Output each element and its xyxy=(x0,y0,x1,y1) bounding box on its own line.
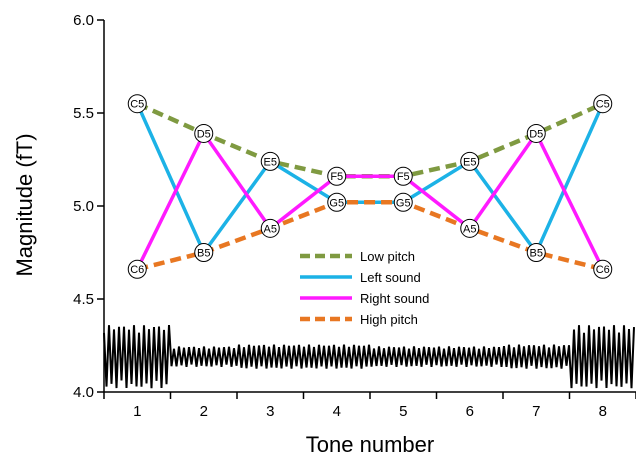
waveform xyxy=(103,325,635,389)
data-point-label: E5 xyxy=(264,156,277,168)
data-point-label: B5 xyxy=(197,248,210,260)
data-point xyxy=(460,218,480,238)
data-point-label: A5 xyxy=(264,223,277,235)
data-point xyxy=(327,166,347,186)
data-point xyxy=(194,243,214,262)
data-point xyxy=(593,259,613,279)
data-point-label: E5 xyxy=(463,156,476,168)
y-tick-label: 5.5 xyxy=(73,105,94,122)
x-tick-label: 3 xyxy=(266,403,274,420)
x-axis-title: Tone number xyxy=(306,432,434,457)
data-point xyxy=(460,151,480,171)
data-point-label: C6 xyxy=(596,264,610,276)
legend: Low pitch Left sound Right sound High pitch xyxy=(300,249,429,327)
legend-label: High pitch xyxy=(360,312,418,327)
series-markers: C5 D5 E5 F5 F5 E5 D5 C5 B5 G5 G5 B5 C6 A5 A5 C6 xyxy=(127,94,613,279)
series-line xyxy=(136,200,604,272)
waveform-trace xyxy=(103,325,635,389)
data-point xyxy=(393,166,413,186)
data-point-label: F5 xyxy=(330,171,343,183)
x-tick-label: 6 xyxy=(466,403,474,420)
legend-label: Low pitch xyxy=(360,249,415,264)
y-axis-title: Magnitude (fT) xyxy=(12,133,37,276)
data-point-label: C5 xyxy=(596,99,610,111)
data-point-label: F5 xyxy=(397,171,410,183)
data-point xyxy=(127,259,147,279)
data-point xyxy=(194,123,214,143)
data-point xyxy=(260,151,280,171)
data-point-label: C6 xyxy=(130,264,144,276)
data-point-label: C5 xyxy=(130,99,144,111)
data-point-label: A5 xyxy=(463,223,476,235)
data-point xyxy=(526,123,546,143)
data-point xyxy=(327,192,347,212)
x-tick-label: 1 xyxy=(133,403,141,420)
series-line xyxy=(135,130,605,270)
data-point xyxy=(526,243,546,262)
x-tick-label: 2 xyxy=(200,403,208,420)
x-tick-label: 4 xyxy=(333,403,341,420)
y-tick-label: 4.0 xyxy=(73,384,94,401)
series-lines xyxy=(135,101,605,272)
y-tick-label: 5.0 xyxy=(73,198,94,215)
data-point-label: D5 xyxy=(529,128,543,140)
data-point-label: G5 xyxy=(396,197,411,209)
x-tick-label: 8 xyxy=(599,403,607,420)
x-tick-label: 7 xyxy=(532,403,540,420)
axes: 4.0 4.5 5.0 5.5 6.0 1 2 3 4 5 6 7 8 xyxy=(73,12,636,420)
data-point-label: D5 xyxy=(197,128,211,140)
data-point-label: G5 xyxy=(329,197,344,209)
data-point xyxy=(393,192,413,212)
legend-label: Right sound xyxy=(360,291,429,306)
data-point-label: B5 xyxy=(530,248,543,260)
data-point xyxy=(593,94,613,114)
data-point xyxy=(260,218,280,238)
y-tick-label: 4.5 xyxy=(73,291,94,308)
y-tick-label: 6.0 xyxy=(73,12,94,29)
legend-label: Left sound xyxy=(360,270,421,285)
x-tick-label: 5 xyxy=(399,403,407,420)
data-point xyxy=(127,94,147,114)
